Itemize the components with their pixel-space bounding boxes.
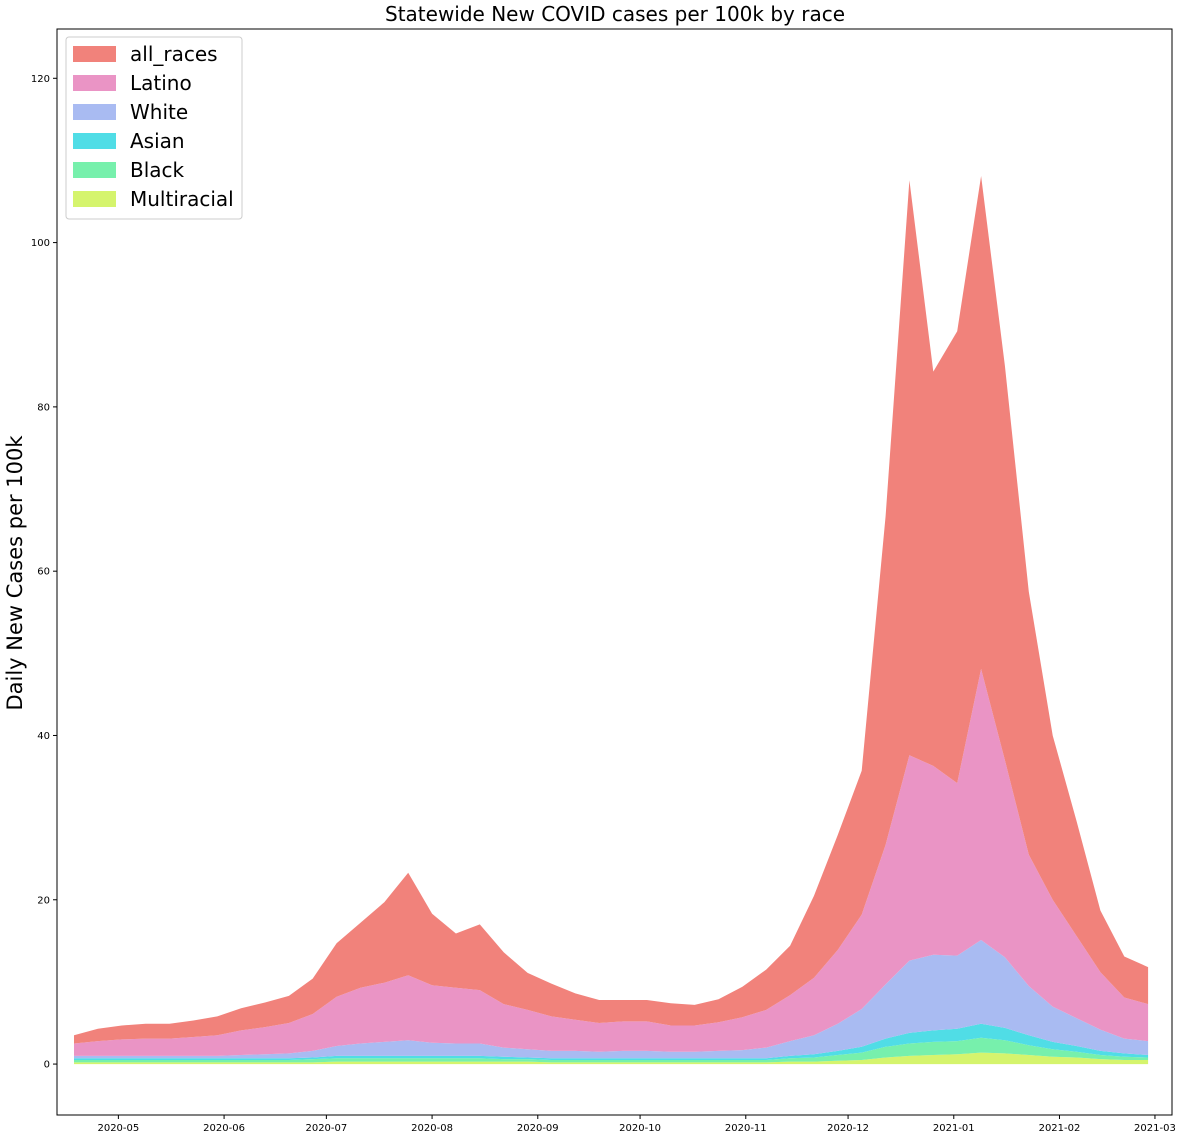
x-axis: 2020-05 2020-06 2020-07 2020-08 2020-09 2020-… — [97, 1115, 1176, 1134]
legend-label: White — [130, 100, 188, 124]
legend-label: Asian — [130, 129, 185, 153]
area-white — [74, 940, 1149, 1059]
x-tick-label: 2020-12 — [827, 1123, 869, 1134]
y-tick-label: 100 — [31, 238, 50, 249]
x-tick-label: 2020-10 — [619, 1123, 661, 1134]
y-tick-label: 20 — [37, 895, 50, 906]
x-tick-label: 2020-05 — [97, 1123, 139, 1134]
legend-label: Black — [130, 158, 185, 182]
area-all-races — [74, 176, 1149, 1044]
legend-swatch — [73, 191, 116, 207]
area-black — [74, 1037, 1149, 1063]
legend-swatch — [73, 75, 116, 91]
x-tick-label: 2020-08 — [411, 1123, 453, 1134]
legend-label: all_races — [130, 42, 218, 66]
legend-label: Latino — [130, 71, 192, 95]
x-tick-label: 2020-07 — [305, 1123, 347, 1134]
x-tick-label: 2020-06 — [203, 1123, 245, 1134]
legend-swatch — [73, 162, 116, 178]
y-tick-label: 0 — [44, 1060, 50, 1071]
y-axis: 0 20 40 60 80 100 120 — [31, 74, 57, 1071]
legend-swatch — [73, 133, 116, 149]
plot-frame — [56, 28, 1173, 1116]
area-latino — [74, 668, 1149, 1056]
x-tick-label: 2020-09 — [517, 1123, 559, 1134]
area-asian — [74, 1023, 1149, 1060]
y-tick-label: 40 — [37, 731, 50, 742]
y-axis-label: Daily New Cases per 100k — [3, 435, 27, 711]
area-layers — [74, 176, 1149, 1065]
legend: all_races Latino White Asian Black Multiracia… — [65, 36, 243, 220]
x-tick-label: 2020-11 — [725, 1123, 767, 1134]
y-tick-label: 120 — [31, 74, 50, 85]
y-tick-label: 80 — [37, 402, 50, 413]
legend-label: Multiracial — [130, 187, 234, 211]
legend-swatch — [73, 104, 116, 120]
chart-title: Statewide New COVID cases per 100k by ra… — [385, 2, 845, 26]
x-tick-label: 2021-02 — [1039, 1123, 1081, 1134]
x-tick-label: 2021-03 — [1134, 1123, 1176, 1134]
legend-swatch — [73, 46, 116, 62]
y-tick-label: 60 — [37, 567, 50, 578]
area-multiracial — [74, 1052, 1149, 1065]
x-tick-label: 2021-01 — [933, 1123, 975, 1134]
